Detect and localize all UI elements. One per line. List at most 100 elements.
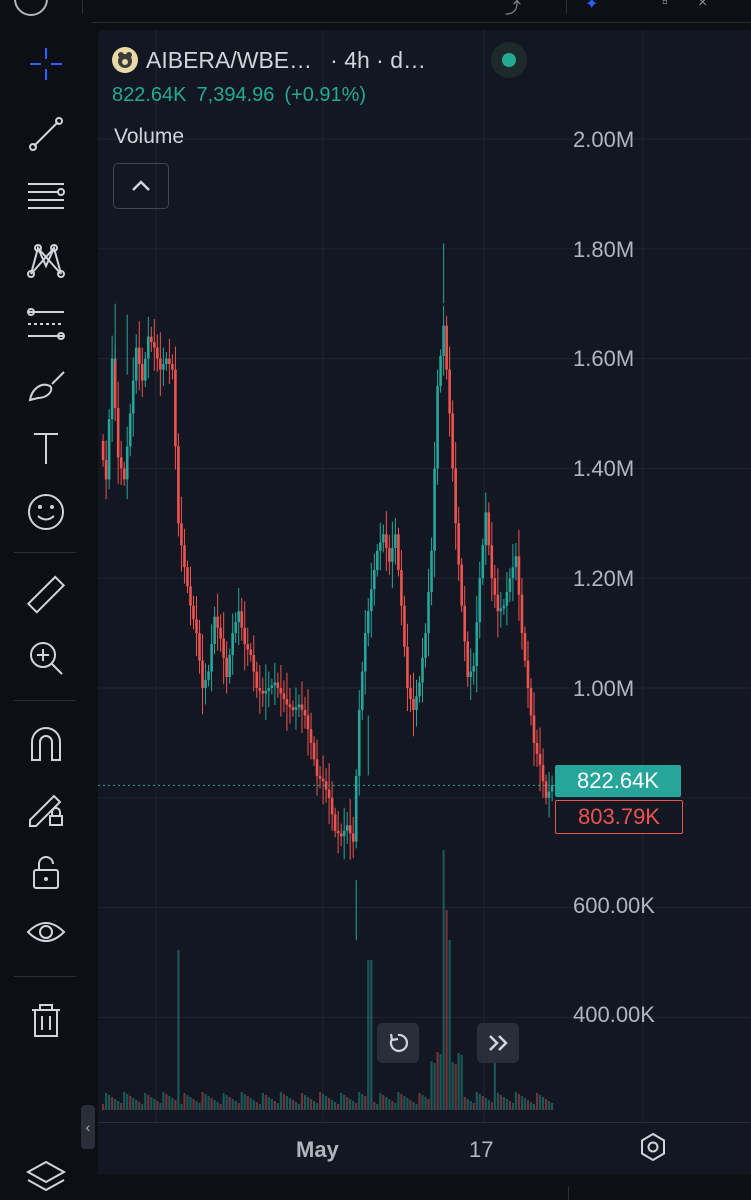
volume-bar xyxy=(481,1096,484,1110)
volume-bar xyxy=(454,1064,457,1110)
candle-body xyxy=(128,413,132,447)
bottom-bar xyxy=(98,1174,751,1200)
candle-body xyxy=(478,578,482,623)
candle-body xyxy=(252,655,256,672)
volume-bar xyxy=(529,1102,533,1110)
lock-drawing-icon xyxy=(29,794,63,827)
object-tree-tool[interactable] xyxy=(18,1156,74,1200)
magnet-tool[interactable] xyxy=(18,722,74,766)
volume-label[interactable]: Volume xyxy=(114,125,185,148)
volume-bar xyxy=(132,1098,135,1110)
volume-bar xyxy=(312,1101,316,1110)
remove-tool[interactable] xyxy=(18,998,74,1042)
candle-body xyxy=(544,781,548,798)
volume-bar xyxy=(135,1100,138,1110)
unlock-tool[interactable] xyxy=(18,850,74,894)
zoom-in-tool[interactable] xyxy=(18,636,74,680)
volume-bar xyxy=(297,1104,301,1110)
volume-bar xyxy=(309,1099,313,1110)
volume-bar xyxy=(376,1104,379,1110)
volume-bar xyxy=(442,850,445,1110)
volume-bar xyxy=(451,1062,454,1110)
candle-body xyxy=(171,364,174,370)
text-tool[interactable] xyxy=(18,426,74,470)
candle-body xyxy=(412,698,415,710)
candle-body xyxy=(231,633,234,656)
candle-body xyxy=(466,641,470,678)
volume-bar xyxy=(186,1095,189,1110)
volume-bar xyxy=(120,1103,123,1110)
fib-retracement-tool[interactable] xyxy=(18,174,74,218)
candle-body xyxy=(511,567,515,579)
candle-body xyxy=(131,380,135,414)
ruler-tool[interactable] xyxy=(18,574,74,618)
compare-icon[interactable]: ⤴ xyxy=(505,0,522,17)
crosshair-tool[interactable] xyxy=(18,42,74,86)
volume-bar xyxy=(331,1100,334,1110)
emoji-tool[interactable] xyxy=(18,490,74,534)
candle-body xyxy=(300,704,304,710)
volume-bar xyxy=(550,1103,554,1110)
volume-bar xyxy=(334,1102,337,1110)
volume-bar xyxy=(349,1099,352,1110)
menu-circle-icon[interactable] xyxy=(14,0,48,16)
volume-bar xyxy=(324,1096,328,1110)
scroll-to-realtime-button[interactable] xyxy=(477,1023,519,1063)
volume-bar xyxy=(418,1093,421,1110)
ruler-icon xyxy=(26,575,66,614)
last-price: 822.64K xyxy=(112,84,187,106)
candle-body xyxy=(373,569,376,590)
change-pct: (+0.91%) xyxy=(284,84,367,106)
forecasting-icon xyxy=(27,308,65,340)
close-icon[interactable]: × xyxy=(698,0,708,11)
hide-drawings-tool[interactable] xyxy=(18,910,74,954)
candle-body xyxy=(451,413,454,469)
toolbar-collapse-handle[interactable]: ‹ xyxy=(81,1105,95,1149)
candle-body xyxy=(339,833,343,837)
zoom-in-icon xyxy=(30,642,63,675)
candle-body xyxy=(330,797,334,815)
reset-chart-button[interactable] xyxy=(377,1023,419,1063)
symbol-name[interactable]: AIBERA/WBE… xyxy=(146,46,313,73)
crosshair-icon xyxy=(30,48,62,80)
volume-bar xyxy=(472,1103,475,1110)
volume-bar xyxy=(466,1099,469,1110)
price-chart[interactable] xyxy=(98,30,751,1122)
candle-body xyxy=(219,627,222,639)
candle-body xyxy=(312,742,316,760)
time-axis[interactable]: May 17 xyxy=(98,1122,751,1175)
lock-drawing-tool[interactable] xyxy=(18,784,74,828)
indicator-icon[interactable]: ✦ xyxy=(585,0,599,13)
candle-body xyxy=(526,660,530,688)
candle-body xyxy=(198,633,201,661)
forecasting-tool[interactable] xyxy=(18,302,74,346)
volume-bar xyxy=(243,1094,246,1110)
interval-label[interactable]: · 4h · d… xyxy=(330,46,427,73)
candle-body xyxy=(270,685,274,688)
volume-bar xyxy=(294,1102,298,1110)
candle-body xyxy=(475,622,479,667)
candle-body xyxy=(499,608,503,612)
volume-bar xyxy=(228,1097,231,1110)
collapse-legend-button[interactable] xyxy=(113,163,169,209)
settings-gear-icon[interactable] xyxy=(637,1131,669,1163)
top-toolbar: ⤴ ✦ ▫ × xyxy=(0,0,751,23)
pattern-tool[interactable] xyxy=(18,238,74,282)
market-status[interactable] xyxy=(491,42,527,78)
volume-bar xyxy=(117,1101,120,1110)
volume-bar xyxy=(222,1093,225,1110)
chart-pane[interactable]: 2.00M 1.80M 1.60M 1.40M 1.20M 1.00M 600.… xyxy=(81,30,751,1200)
candle-body xyxy=(177,446,180,524)
candle-body xyxy=(547,791,551,798)
template-icon[interactable]: ▫ xyxy=(662,0,668,11)
candle-body xyxy=(321,778,325,782)
eye-icon xyxy=(26,922,66,942)
candle-body xyxy=(496,594,500,612)
candle-body xyxy=(391,548,394,562)
trend-line-tool[interactable] xyxy=(18,112,74,156)
candle-body xyxy=(502,605,506,609)
volume-bar xyxy=(285,1096,289,1110)
price-axis-label: 1.60M xyxy=(573,346,635,371)
brush-tool[interactable] xyxy=(18,364,74,408)
candle-body xyxy=(333,814,337,831)
